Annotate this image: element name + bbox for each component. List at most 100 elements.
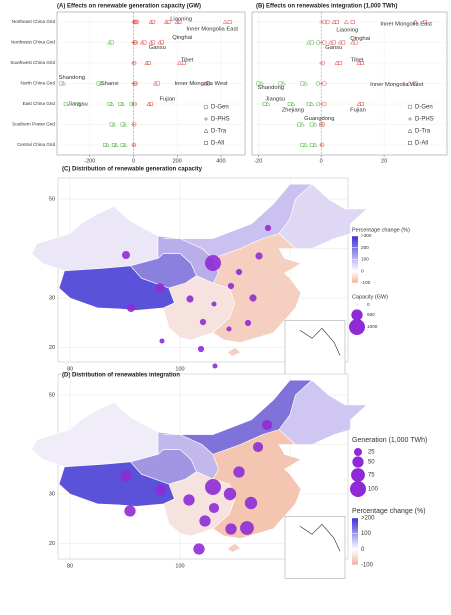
bubble [240,521,254,535]
lat-tick-label: 30 [49,295,55,301]
color-bar [352,518,358,565]
marker-square [107,102,112,106]
color-tick-label: 100 [361,531,372,537]
x-tick-label: 0 [132,158,135,164]
marker-triangle [113,142,119,147]
marker-triangle [109,101,115,106]
annotation: Shanxi [101,81,119,87]
annotation: Zhejiang [282,108,304,114]
marker-square [331,40,336,45]
size-legend-label: 500 [367,312,375,317]
marker-triangle [312,142,318,147]
size-legend-label: 25 [368,450,375,456]
marker-square [63,102,68,106]
marker-plus [131,143,136,147]
marker-square [227,20,232,24]
y-tick-label: North China Grid [21,81,56,86]
marker-triangle [174,19,180,24]
marker-triangle [331,19,337,24]
size-legend-bubble [351,468,365,482]
annotation: Fujian [350,108,366,114]
lon-tick-label: 100 [175,366,184,372]
legend-label: D-Tra [211,129,227,135]
lon-tick-label: 80 [67,366,73,372]
marker-triangle [334,60,340,65]
color-tick-label: -100 [361,280,371,285]
bubble [211,301,217,307]
bubble [155,283,165,293]
marker-square [109,122,114,127]
annotation: Inner Mongolia West [175,81,228,87]
legend-label: D-Gen [415,105,433,111]
size-legend-bubble [352,456,364,468]
annotation: Inner Mongolia West [370,82,423,88]
marker-square [166,20,171,24]
region [212,429,302,539]
color-tick-label: -100 [361,563,374,569]
marker-plus [319,20,324,24]
marker-plus [131,122,136,127]
legend-label: D-PHS [211,117,230,123]
annotation: Tibet [351,58,364,64]
marker-square [338,61,343,65]
x-tick-label: 20 [381,158,387,164]
color-tick-label: 0 [361,547,365,553]
bubble [227,282,235,290]
marker-square [155,81,160,86]
bubble [249,294,257,302]
bubble [225,523,237,535]
inset [284,320,346,383]
marker-plus [319,102,324,106]
marker-triangle [104,142,110,147]
marker-square [306,102,311,106]
marker-triangle [337,39,343,45]
inset-coast [299,327,341,356]
marker-triangle [222,19,228,24]
marker-square [287,102,292,106]
bubble [244,319,252,327]
marker-triangle [122,121,128,127]
annotation: Fujian [159,97,175,103]
marker-square [103,143,108,147]
bubble [183,494,195,506]
marker-plus [319,40,324,45]
marker-square [59,81,64,86]
marker-triangle [303,142,308,147]
x-tick-label: 200 [173,158,182,164]
size-legend-label: 75 [368,473,375,479]
size-legend-bubble [354,448,362,456]
lat-tick-label: 20 [49,345,55,351]
marker-square [118,102,123,106]
annotation: Liaoning [336,28,358,34]
map-title: (C) Distribution of renewable generation… [62,167,203,173]
marker-square [205,81,210,86]
bubble [226,326,232,332]
legend-label: D-Gen [211,105,229,111]
marker-plus [204,117,208,121]
marker-triangle [120,101,126,106]
bubble [124,505,136,517]
marker-triangle [139,39,145,45]
marker-square [309,122,314,127]
marker-triangle [107,39,112,45]
marker-square [120,143,125,147]
annotation: Inner Mongolia East [380,22,432,28]
marker-square [309,143,314,147]
annotation: Jiangsu [265,97,285,103]
bubble [252,441,264,453]
marker-plus [131,61,136,65]
lat-tick-label: 20 [49,541,55,547]
marker-plus [319,143,324,147]
y-tick-label: Central China Grid [17,142,55,147]
region [212,233,302,343]
color-legend-title: Percentage change (%) [352,508,426,515]
annotation: Qinghai [350,36,370,42]
marker-triangle [111,121,117,127]
color-tick-label: >200 [361,516,375,522]
legend-label: D-All [415,141,428,147]
marker-square [319,122,324,127]
lat-tick-label: 30 [49,491,55,497]
bubble [244,496,258,510]
annotation: Qinghai [172,35,192,41]
bubble [127,304,135,312]
